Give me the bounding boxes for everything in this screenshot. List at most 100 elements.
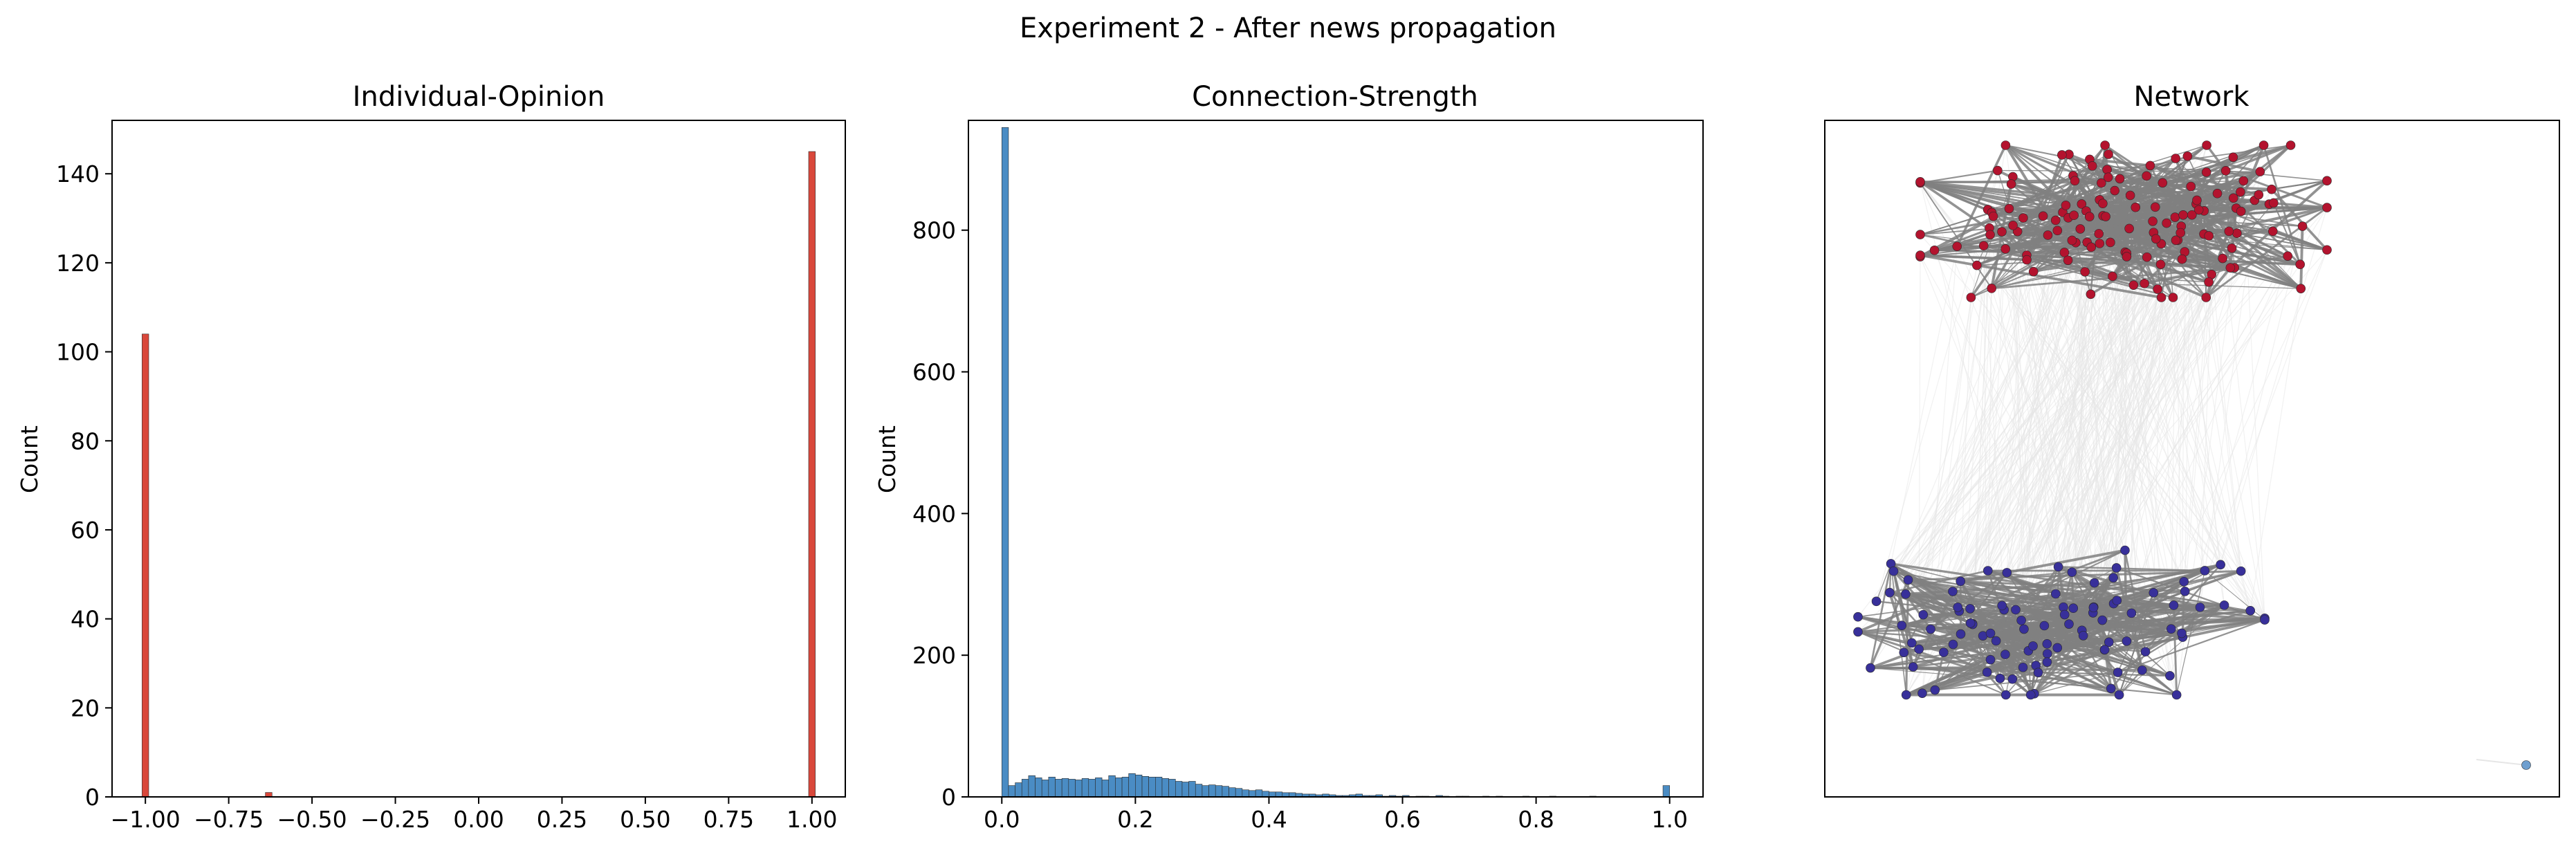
network-weak-edge <box>2026 259 2117 601</box>
network-node <box>2059 609 2070 620</box>
network-node <box>2061 201 2071 210</box>
network-node <box>1907 638 1917 648</box>
network-weak-edge <box>2071 267 2231 573</box>
strength-bar <box>1141 776 1149 798</box>
network-edge <box>1934 618 2265 692</box>
network-edge <box>1919 181 2027 257</box>
strength-bar <box>1148 777 1156 798</box>
strength-bar <box>1275 791 1283 798</box>
network-node <box>2016 616 2026 625</box>
network-node <box>1972 260 1982 270</box>
network-node <box>2087 161 2097 171</box>
network-node <box>2042 657 2052 667</box>
network-node <box>2171 690 2182 700</box>
network-edge <box>2135 206 2182 228</box>
network-weak-edge <box>2055 235 2209 594</box>
network-edge <box>2187 154 2261 173</box>
network-node <box>1871 596 1882 607</box>
network-node <box>1997 600 2007 611</box>
network-node <box>2128 280 2139 290</box>
network-node <box>1997 227 2007 237</box>
strength-x-tick-label: 0.0 <box>984 806 1020 833</box>
strength-bar <box>1015 782 1022 798</box>
network-edge <box>2047 661 2170 677</box>
network-node <box>2322 203 2332 212</box>
strength-histogram-panel: Connection-Strength Count 0.0 0.2 0.4 0.6 0.… <box>874 81 1704 833</box>
network-edge <box>2089 158 2151 167</box>
network-node <box>2187 210 2197 220</box>
network-node <box>2267 184 2276 194</box>
network-node <box>2142 171 2151 181</box>
network-edge <box>2026 259 2173 299</box>
network-weak-edge <box>2476 759 2527 766</box>
network-node <box>2104 149 2113 159</box>
network-weak-edge <box>1920 181 2265 620</box>
opinion-x-tick-label: −0.50 <box>277 806 347 833</box>
network-node <box>2097 178 2106 188</box>
network-node <box>2103 172 2113 183</box>
network-node <box>1915 230 1925 239</box>
strength-y-tick-label: 200 <box>912 642 956 669</box>
network-node <box>2201 293 2211 302</box>
network-node <box>2236 566 2246 576</box>
network-edge <box>2030 672 2118 696</box>
network-node <box>1929 246 1940 255</box>
network-edge <box>1982 635 2035 695</box>
network-node <box>1914 644 1924 654</box>
network-edge <box>2236 232 2328 251</box>
opinion-histogram-panel: Individual-Opinion Count −1.00 −0.75 −0.50… <box>16 81 846 833</box>
network-node <box>2097 615 2108 625</box>
network-edge <box>1920 182 1992 289</box>
network-weak-edge <box>2006 232 2154 573</box>
network-weak-edge <box>2250 288 2301 611</box>
network-node <box>2283 251 2293 261</box>
strength-y-ticks: 0 200 400 600 800 <box>912 217 968 811</box>
network-edge <box>2119 605 2225 695</box>
network-weak-edge <box>2075 242 2201 608</box>
network-weak-edge <box>1956 246 2132 614</box>
network-edge <box>1893 570 2070 625</box>
network-weak-edge <box>2008 208 2034 646</box>
network-title: Network <box>2133 81 2250 113</box>
network-node <box>1917 688 1927 698</box>
network-node <box>2000 244 2010 254</box>
network-node <box>2158 178 2168 188</box>
network-edge <box>2085 210 2135 286</box>
network-nodes <box>1853 140 2531 770</box>
network-node <box>1866 663 1875 673</box>
network-node <box>2094 229 2104 239</box>
network-node <box>2126 608 2137 618</box>
network-node <box>2124 223 2134 234</box>
network-edge <box>2299 226 2304 289</box>
network-node <box>2113 668 2123 677</box>
network-edge <box>1960 571 2072 582</box>
strength-bar <box>1195 784 1203 798</box>
network-node <box>1918 609 1929 620</box>
network-edge <box>1857 631 2007 696</box>
network-node <box>2218 253 2227 264</box>
strength-bar <box>1101 780 1110 798</box>
network-node <box>2166 624 2176 634</box>
strength-y-axis-label: Count <box>874 425 901 493</box>
network-node <box>2022 255 2032 265</box>
strength-bar <box>1188 781 1196 798</box>
network-edge <box>2025 154 2063 256</box>
opinion-x-tick-label: 0.25 <box>537 806 587 833</box>
network-node <box>2156 293 2166 302</box>
network-edge <box>1957 245 2092 249</box>
network-edge <box>2143 144 2292 285</box>
network-edge <box>1911 642 1991 661</box>
network-node <box>2177 628 2187 638</box>
opinion-x-tick-label: −1.00 <box>111 806 181 833</box>
network-node <box>2100 140 2110 150</box>
network-node <box>2008 221 2018 230</box>
network-edge <box>2101 591 2154 621</box>
network-edge <box>2072 607 2128 643</box>
network-node <box>2099 645 2110 655</box>
network-edge <box>2026 193 2218 256</box>
network-weak-edge <box>2124 253 2128 551</box>
network-node <box>2171 154 2180 163</box>
network-node <box>2067 235 2077 246</box>
network-node <box>2236 187 2245 197</box>
network-edge <box>2033 577 2115 695</box>
